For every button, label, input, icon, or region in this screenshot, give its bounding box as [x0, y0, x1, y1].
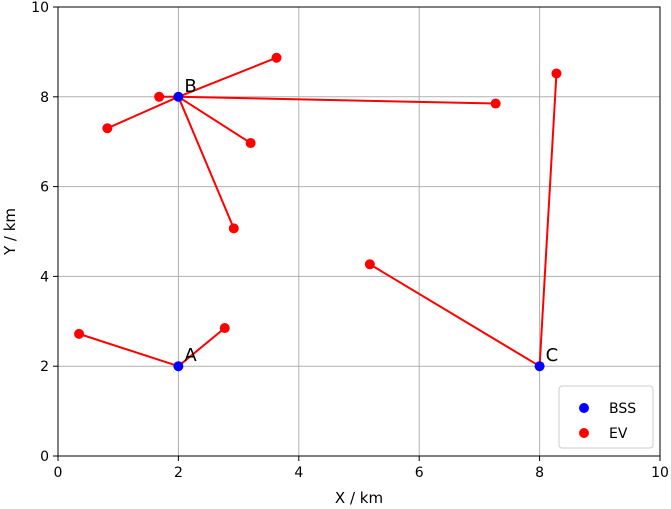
- x-tick-label: 10: [651, 465, 669, 481]
- x-tick-label: 8: [535, 465, 544, 481]
- plot-frame: [57, 6, 661, 457]
- x-tick-label: 4: [294, 465, 303, 481]
- x-tick-label: 2: [174, 465, 183, 481]
- legend-label-ev: EV: [609, 426, 628, 442]
- bss-label-c: C: [546, 345, 559, 366]
- ev-bss-link: [106, 95, 179, 130]
- bss-point-b: [173, 91, 184, 102]
- ev-point: [228, 223, 239, 234]
- point-labels: A B C: [184, 76, 558, 366]
- ev-point: [245, 138, 256, 149]
- legend: BSS EV: [558, 385, 654, 449]
- bss-point-a: [173, 361, 184, 372]
- ev-bss-link: [177, 95, 252, 144]
- ev-point: [551, 68, 562, 79]
- bss-point-c: [534, 361, 545, 372]
- x-axis-label: X / km: [335, 489, 383, 507]
- legend-label-bss: BSS: [609, 401, 636, 417]
- ev-point: [271, 52, 282, 63]
- ev-point: [154, 91, 165, 102]
- ev-point: [490, 98, 501, 109]
- legend-box: [558, 385, 654, 449]
- ev-bss-link: [178, 95, 496, 105]
- ev-point: [364, 259, 375, 270]
- bss-label-a: A: [184, 345, 197, 366]
- ev-point: [74, 328, 85, 339]
- ev-bss-link: [78, 332, 179, 368]
- y-tick-label: 10: [31, 0, 49, 16]
- ev-bss-link: [177, 96, 235, 229]
- y-tick-label: 4: [40, 269, 49, 285]
- legend-marker-bss: [579, 403, 589, 413]
- ev-bss-link: [538, 73, 558, 367]
- ev-point: [219, 323, 230, 334]
- x-tick-label: 0: [54, 465, 63, 481]
- ev-bss-link: [178, 56, 277, 98]
- y-tick-label: 6: [40, 180, 49, 196]
- data-points: [74, 52, 562, 372]
- bss-label-b: B: [184, 76, 196, 97]
- y-axis-label: Y / km: [1, 208, 19, 256]
- y-tick-label: 0: [40, 449, 49, 465]
- ev-bss-link: [369, 263, 541, 368]
- legend-marker-ev: [579, 428, 589, 438]
- connection-lines: [78, 56, 558, 368]
- ev-bss-link: [177, 327, 226, 367]
- y-tick-label: 2: [40, 359, 49, 375]
- x-tick-label: 6: [415, 465, 424, 481]
- y-tick-label: 8: [40, 90, 49, 106]
- axis-ticks: 0 2 4 6 8 10 0 2 4 6 8 10: [31, 0, 669, 481]
- ev-point: [102, 123, 113, 134]
